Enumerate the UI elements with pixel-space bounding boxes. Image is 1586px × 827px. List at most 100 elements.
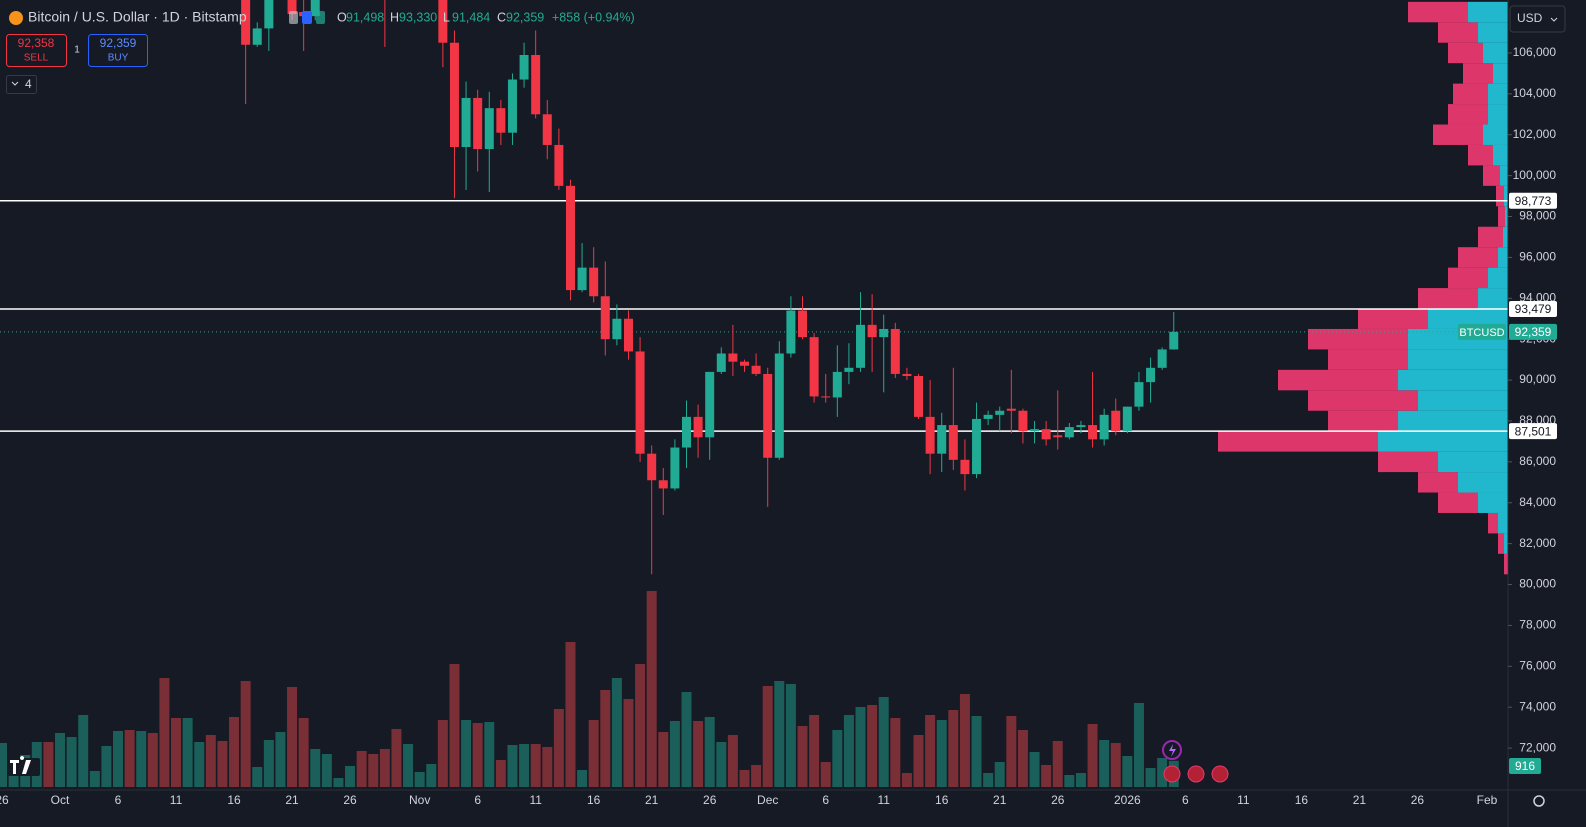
icon[interactable] <box>302 11 312 24</box>
candle-body <box>1053 435 1063 438</box>
profile-down <box>1308 390 1418 411</box>
volume-bar <box>959 694 970 787</box>
y-tick-label: 106,000 <box>1513 45 1557 59</box>
volume-bar <box>797 726 808 787</box>
volume-bar <box>1110 743 1121 787</box>
volume-bar <box>275 732 286 787</box>
profile-down <box>1358 308 1428 329</box>
volume-bar <box>252 767 263 787</box>
event-flag[interactable] <box>1163 765 1181 783</box>
tv-logo[interactable] <box>8 756 40 776</box>
icon[interactable] <box>289 11 298 24</box>
profile-down <box>1498 533 1504 554</box>
x-tick-label: 16 <box>587 793 601 807</box>
x-tick-label: 16 <box>935 793 949 807</box>
profile-up <box>1488 267 1508 289</box>
btc-icon <box>9 11 23 25</box>
x-tick-label: 16 <box>227 793 241 807</box>
profile-up <box>1505 206 1508 227</box>
x-tick-label: 6 <box>115 793 122 807</box>
y-tick-label: 78,000 <box>1519 618 1556 632</box>
currency: USD <box>1517 11 1543 25</box>
volume-bar <box>113 731 124 787</box>
profile-up <box>1468 1 1508 23</box>
candle-body <box>1122 406 1132 432</box>
candle-body <box>902 373 912 376</box>
volume-bar <box>414 772 425 787</box>
event-flag[interactable] <box>1211 765 1229 783</box>
volume-bar <box>565 642 576 787</box>
volume-bar <box>623 699 634 787</box>
candle-body <box>856 324 866 368</box>
profile-up <box>1408 349 1508 370</box>
x-tick-label: 21 <box>993 793 1007 807</box>
candle-body <box>821 396 831 398</box>
event-icon <box>1169 744 1176 757</box>
legend-change: +858 (+0.94%) <box>552 10 635 24</box>
candle-body <box>693 416 703 438</box>
last-price-label: 92,359 <box>1515 325 1552 339</box>
candle-body <box>310 0 320 17</box>
profile-down <box>1418 288 1478 309</box>
indicators-toggle[interactable] <box>6 75 37 94</box>
profile-down <box>1498 206 1505 227</box>
volume-bar <box>66 737 77 787</box>
candle-body <box>658 480 668 489</box>
y-tick-label: 76,000 <box>1519 658 1556 672</box>
profile-up <box>1378 431 1508 452</box>
settings-icon[interactable] <box>1533 795 1545 807</box>
volume-bar <box>507 745 518 787</box>
hline-label-box <box>1509 300 1557 317</box>
profile-down <box>1418 472 1458 493</box>
buy-price: 92,359 <box>100 36 137 50</box>
candle-body <box>1041 429 1051 440</box>
volume-bar <box>391 729 402 787</box>
icon[interactable] <box>316 11 325 24</box>
volume-bar <box>263 740 274 787</box>
event-icon[interactable] <box>1162 740 1182 760</box>
candle-body <box>670 447 680 489</box>
x-tick-label: 16 <box>1295 793 1309 807</box>
profile-up <box>1458 472 1508 493</box>
candle-body <box>1099 414 1109 440</box>
volume-bar <box>542 747 553 787</box>
volume-bar <box>820 762 831 787</box>
candle-body <box>995 410 1005 415</box>
x-tick-label: 11 <box>529 793 542 807</box>
candle-body <box>1111 410 1121 432</box>
volume-bar <box>495 760 506 787</box>
volume-bar <box>484 722 495 787</box>
volume-bar <box>194 742 205 787</box>
quantity[interactable]: 1 <box>74 45 80 56</box>
y-tick-label: 98,000 <box>1519 209 1556 223</box>
candle-body <box>647 453 657 481</box>
x-tick-label: 6 <box>822 793 829 807</box>
volume-bar <box>1157 758 1168 787</box>
profile-up <box>1493 63 1508 84</box>
x-tick-label: 11 <box>877 793 890 807</box>
currency-button[interactable] <box>1509 5 1566 33</box>
volume-bar <box>333 778 344 787</box>
candle-body <box>716 353 726 372</box>
y-tick-label: 90,000 <box>1519 372 1556 386</box>
profile-down <box>1448 42 1483 64</box>
volume-bar <box>739 770 750 787</box>
volume-bar <box>832 730 843 787</box>
buy-button[interactable] <box>88 34 148 67</box>
sell-button[interactable] <box>6 34 67 67</box>
price-pane <box>0 0 1508 787</box>
x-tick-label: 6 <box>474 793 481 807</box>
event-flag[interactable] <box>1187 765 1205 783</box>
legend-value: 91,498 <box>346 10 384 24</box>
symbol-title[interactable]: Bitcoin / U.S. Dollar · 1D · Bitstamp <box>28 9 247 25</box>
candle-body <box>832 371 842 398</box>
y-tick-label: 82,000 <box>1519 536 1556 550</box>
volume-bar <box>1099 740 1110 787</box>
volume-bar <box>693 721 704 787</box>
volume-bar <box>89 771 100 787</box>
candle-body <box>635 351 645 454</box>
candle-body <box>763 373 773 458</box>
profile-up <box>1488 83 1508 105</box>
axes: 72,000 74,000 76,000 78,000 80,000 82,000 84,0… <box>0 45 1557 807</box>
candle-body <box>925 416 935 454</box>
